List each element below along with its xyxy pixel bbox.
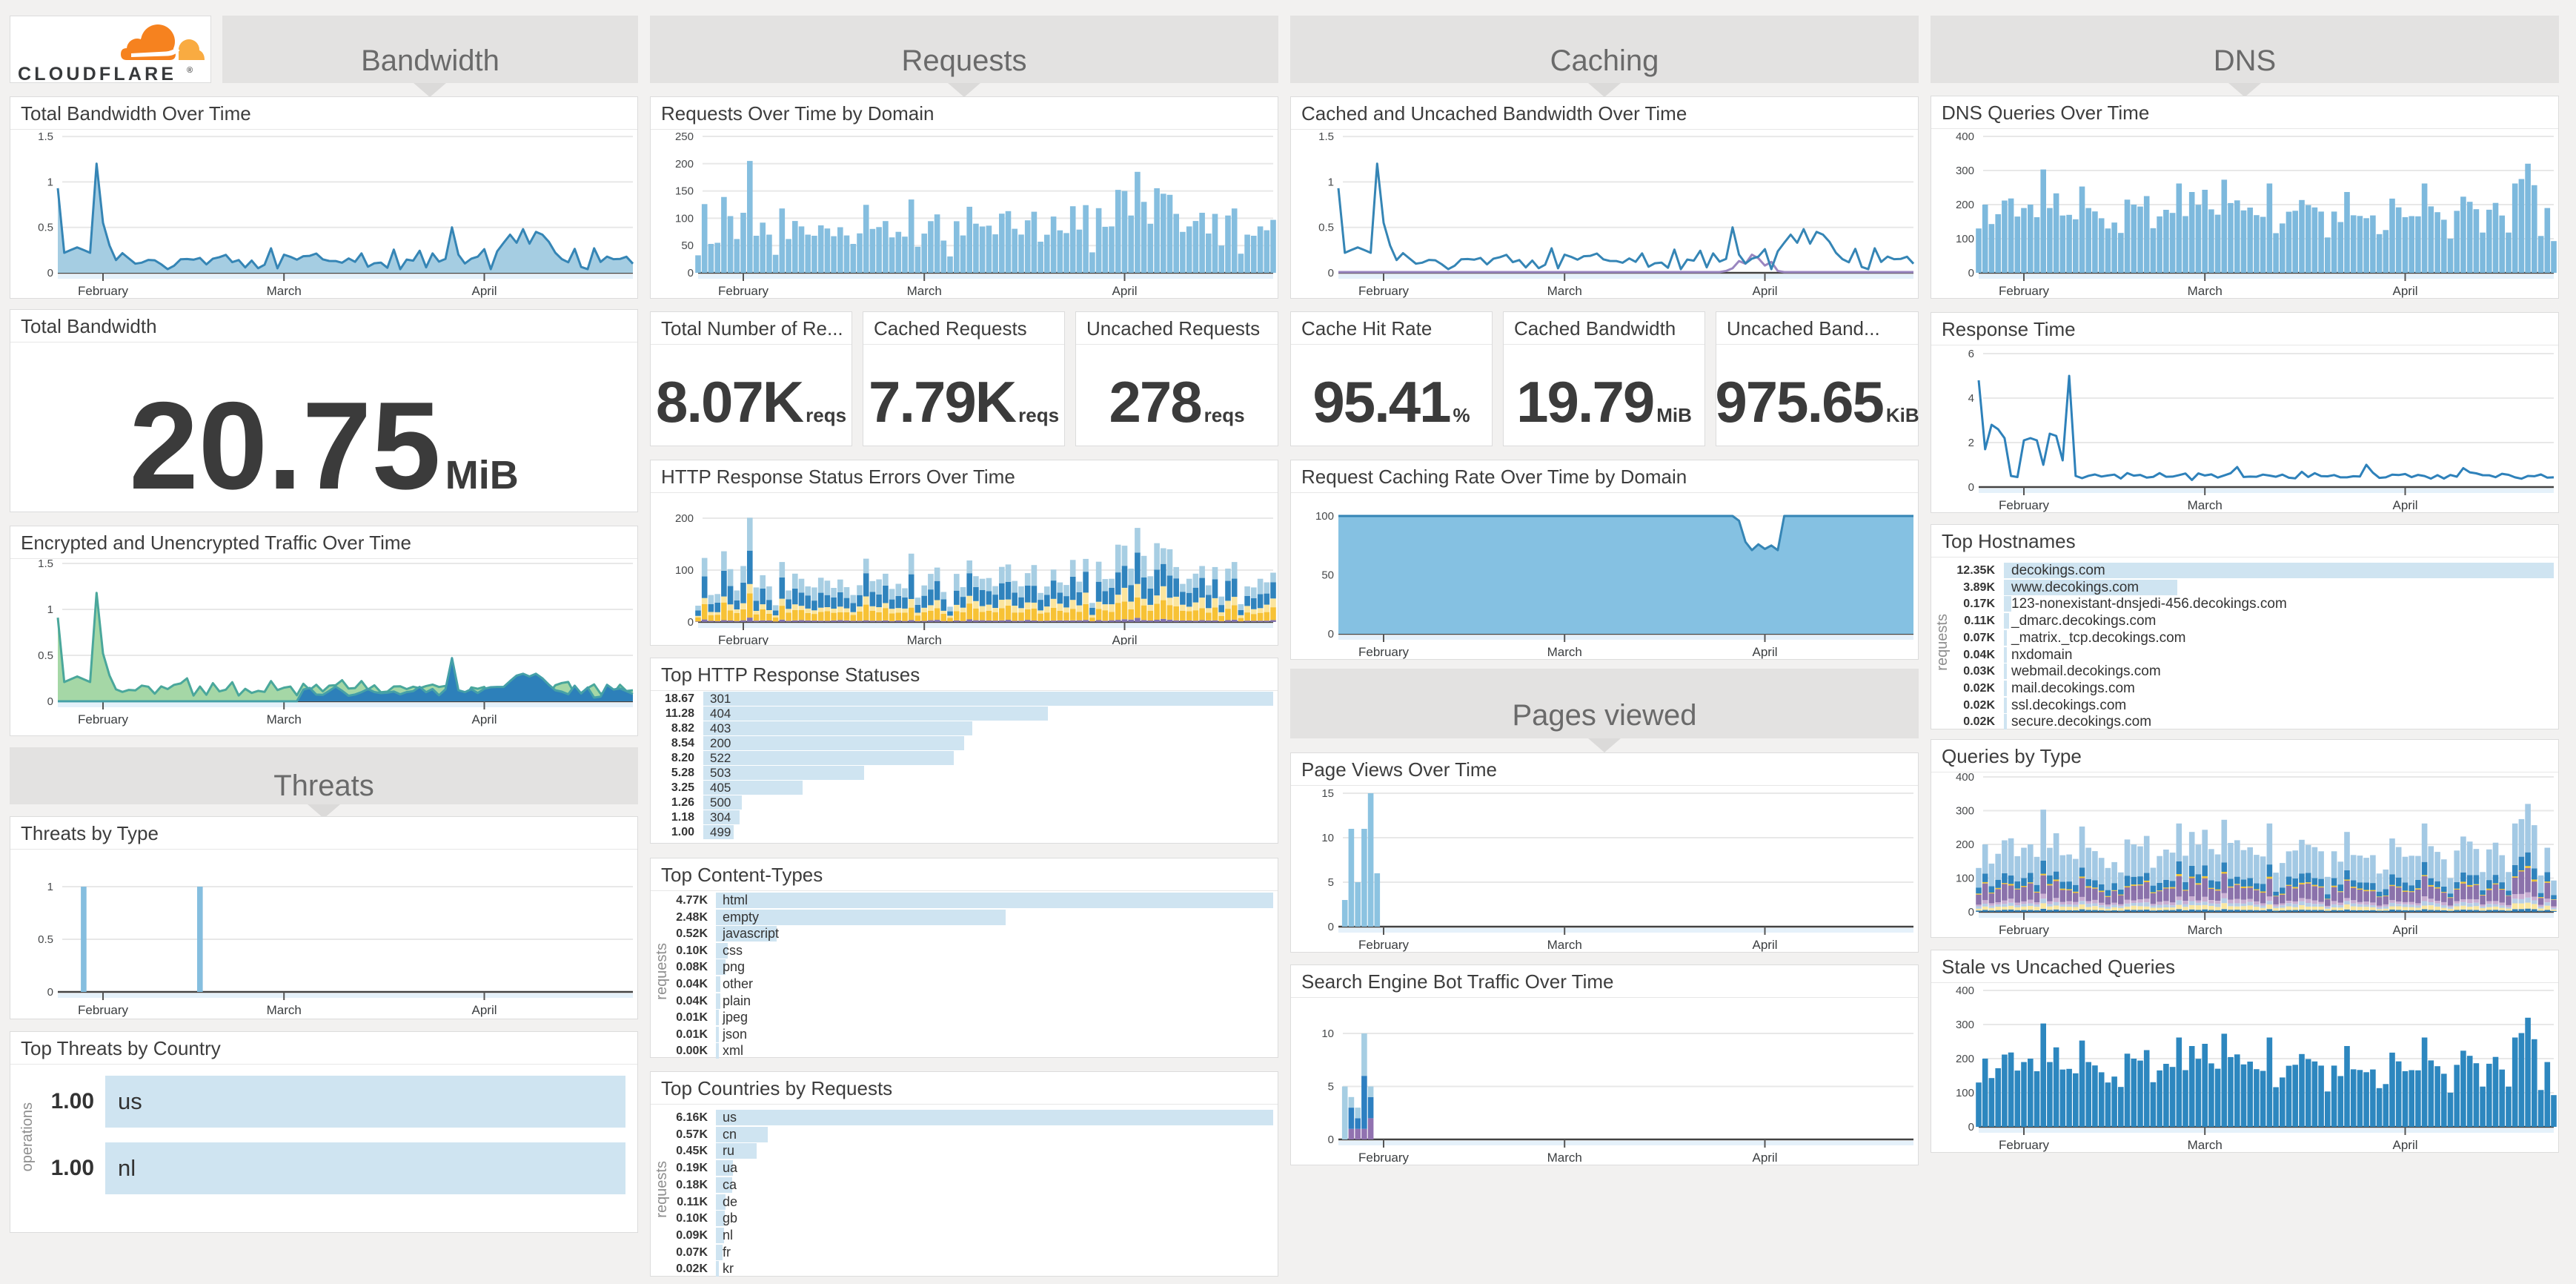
- svg-text:March: March: [907, 633, 942, 645]
- svg-text:February: February: [78, 284, 129, 298]
- svg-text:200: 200: [1956, 199, 1974, 211]
- svg-text:100: 100: [1956, 233, 1974, 245]
- svg-text:0: 0: [1968, 1121, 1974, 1134]
- svg-text:April: April: [471, 712, 497, 727]
- svg-text:March: March: [267, 1003, 302, 1017]
- svg-text:1.5: 1.5: [38, 130, 53, 143]
- svg-text:March: March: [1547, 284, 1582, 298]
- svg-text:250: 250: [675, 130, 694, 143]
- svg-text:February: February: [78, 1003, 129, 1017]
- svg-text:0: 0: [47, 986, 53, 999]
- svg-text:0: 0: [1968, 267, 1974, 279]
- svg-text:April: April: [1752, 284, 1777, 298]
- svg-text:50: 50: [1321, 569, 1334, 582]
- svg-text:0: 0: [1328, 1134, 1334, 1146]
- svg-text:200: 200: [675, 512, 694, 525]
- svg-text:April: April: [471, 284, 497, 298]
- svg-text:150: 150: [675, 185, 694, 198]
- svg-text:April: April: [1752, 645, 1777, 659]
- svg-text:February: February: [1999, 498, 2050, 512]
- svg-text:0.5: 0.5: [38, 933, 53, 946]
- svg-text:February: February: [78, 712, 129, 727]
- svg-text:10: 10: [1321, 1027, 1334, 1040]
- svg-text:March: March: [1547, 1151, 1582, 1165]
- svg-text:March: March: [2188, 498, 2223, 512]
- svg-text:200: 200: [675, 158, 694, 171]
- svg-text:April: April: [2392, 284, 2417, 298]
- svg-text:0: 0: [1968, 481, 1974, 494]
- svg-text:March: March: [2188, 1138, 2223, 1152]
- svg-text:15: 15: [1321, 787, 1334, 800]
- svg-text:0: 0: [1328, 267, 1334, 279]
- svg-text:February: February: [1358, 1151, 1410, 1165]
- svg-text:1: 1: [47, 881, 53, 893]
- svg-text:0: 0: [47, 267, 53, 279]
- svg-text:4: 4: [1968, 392, 1974, 405]
- svg-text:April: April: [1112, 633, 1137, 645]
- svg-text:300: 300: [1956, 805, 1974, 818]
- svg-text:6: 6: [1968, 348, 1974, 360]
- svg-text:March: March: [267, 284, 302, 298]
- svg-text:April: April: [1752, 938, 1777, 952]
- svg-text:100: 100: [1956, 1087, 1974, 1099]
- svg-text:200: 200: [1956, 838, 1974, 851]
- svg-text:0: 0: [1328, 628, 1334, 641]
- svg-text:March: March: [267, 712, 302, 727]
- svg-text:February: February: [1358, 938, 1410, 952]
- svg-text:February: February: [1358, 645, 1410, 659]
- svg-text:February: February: [718, 633, 769, 645]
- svg-text:1: 1: [1328, 176, 1334, 188]
- svg-text:1: 1: [47, 176, 53, 188]
- svg-text:100: 100: [1315, 510, 1334, 523]
- svg-text:0.5: 0.5: [1318, 222, 1334, 234]
- svg-text:March: March: [1547, 645, 1582, 659]
- svg-text:March: March: [2188, 923, 2223, 937]
- svg-text:February: February: [1999, 923, 2050, 937]
- svg-text:0: 0: [47, 695, 53, 708]
- svg-text:5: 5: [1328, 1081, 1334, 1093]
- svg-text:0: 0: [688, 616, 694, 629]
- svg-text:300: 300: [1956, 165, 1974, 177]
- svg-text:0.5: 0.5: [38, 649, 53, 662]
- svg-text:April: April: [1112, 284, 1137, 298]
- svg-text:1.5: 1.5: [1318, 130, 1334, 143]
- svg-text:®: ®: [187, 66, 193, 75]
- svg-text:400: 400: [1956, 130, 1974, 143]
- svg-text:1: 1: [47, 603, 53, 616]
- svg-text:10: 10: [1321, 832, 1334, 844]
- svg-text:April: April: [2392, 498, 2417, 512]
- svg-text:February: February: [718, 284, 769, 298]
- svg-text:0: 0: [1968, 906, 1974, 919]
- svg-text:100: 100: [675, 564, 694, 577]
- svg-text:April: April: [471, 1003, 497, 1017]
- svg-text:100: 100: [1956, 873, 1974, 885]
- svg-text:400: 400: [1956, 984, 1974, 997]
- svg-text:2: 2: [1968, 437, 1974, 449]
- svg-text:50: 50: [681, 239, 694, 252]
- svg-text:March: March: [1547, 938, 1582, 952]
- svg-text:April: April: [1752, 1151, 1777, 1165]
- svg-text:April: April: [2392, 923, 2417, 937]
- svg-text:1.5: 1.5: [38, 557, 53, 570]
- svg-text:April: April: [2392, 1138, 2417, 1152]
- svg-text:100: 100: [675, 212, 694, 225]
- svg-text:February: February: [1999, 1138, 2050, 1152]
- svg-text:0.5: 0.5: [38, 222, 53, 234]
- svg-text:February: February: [1999, 284, 2050, 298]
- svg-text:400: 400: [1956, 771, 1974, 784]
- svg-text:300: 300: [1956, 1019, 1974, 1031]
- svg-text:March: March: [907, 284, 942, 298]
- svg-text:5: 5: [1328, 876, 1334, 889]
- svg-text:200: 200: [1956, 1053, 1974, 1065]
- svg-text:0: 0: [688, 267, 694, 279]
- svg-text:0: 0: [1328, 921, 1334, 933]
- svg-text:March: March: [2188, 284, 2223, 298]
- svg-text:February: February: [1358, 284, 1410, 298]
- svg-text:CLOUDFLARE: CLOUDFLARE: [18, 64, 176, 82]
